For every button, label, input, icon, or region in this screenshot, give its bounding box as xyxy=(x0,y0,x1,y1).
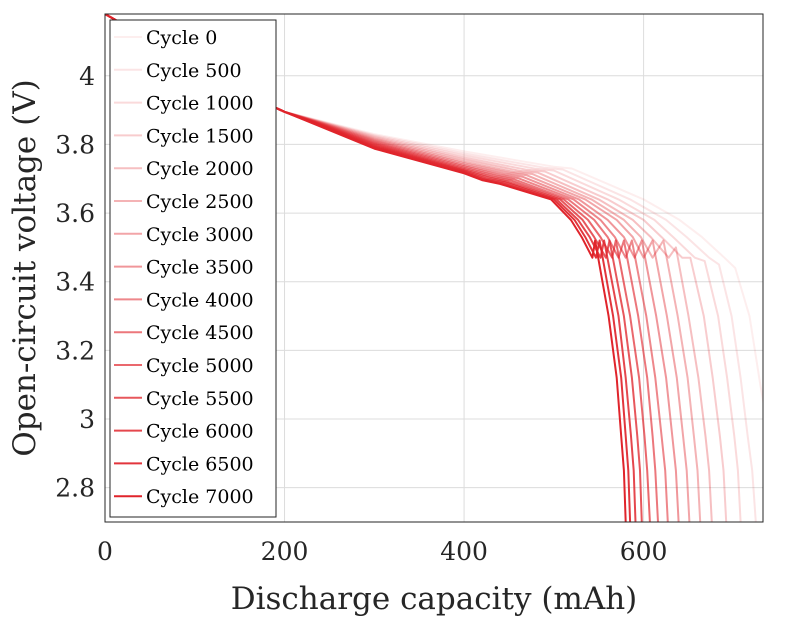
legend-label: Cycle 0 xyxy=(146,27,217,49)
legend-label: Cycle 2500 xyxy=(146,191,254,213)
x-tick-label: 0 xyxy=(97,537,113,566)
legend-label: Cycle 6500 xyxy=(146,453,254,475)
y-tick-label: 2.8 xyxy=(55,474,95,503)
x-axis: 0 200 400 600 xyxy=(97,537,667,566)
y-axis: 2.8 3 3.2 3.4 3.6 3.8 4 xyxy=(55,62,95,503)
legend-label: Cycle 500 xyxy=(146,60,242,82)
x-tick-label: 400 xyxy=(440,537,488,566)
y-tick-label: 3.8 xyxy=(55,130,95,159)
legend-label: Cycle 5500 xyxy=(146,388,254,410)
legend-label: Cycle 7000 xyxy=(146,486,254,508)
legend-label: Cycle 1000 xyxy=(146,93,254,115)
x-tick-label: 600 xyxy=(620,537,668,566)
legend-box xyxy=(109,19,277,518)
y-axis-label: Open-circuit voltage (V) xyxy=(7,79,43,456)
y-tick-label: 3.6 xyxy=(55,199,95,228)
legend-label: Cycle 6000 xyxy=(146,421,254,443)
y-tick-label: 3.4 xyxy=(55,268,95,297)
legend-label: Cycle 4500 xyxy=(146,322,254,344)
x-tick-label: 200 xyxy=(261,537,309,566)
legend-label: Cycle 4000 xyxy=(146,289,254,311)
legend-label: Cycle 3000 xyxy=(146,224,254,246)
x-axis-label: Discharge capacity (mAh) xyxy=(231,581,638,617)
legend-label: Cycle 5000 xyxy=(146,355,254,377)
y-tick-label: 3 xyxy=(79,405,95,434)
y-tick-label: 3.2 xyxy=(55,336,95,365)
y-tick-label: 4 xyxy=(79,62,95,91)
legend: Cycle 0 Cycle 500 Cycle 1000 Cycle 1500 Cycl… xyxy=(109,19,277,518)
legend-label: Cycle 1500 xyxy=(146,125,254,147)
legend-label: Cycle 2000 xyxy=(146,158,254,180)
plot-frame xyxy=(104,13,764,523)
legend-label: Cycle 3500 xyxy=(146,257,254,279)
